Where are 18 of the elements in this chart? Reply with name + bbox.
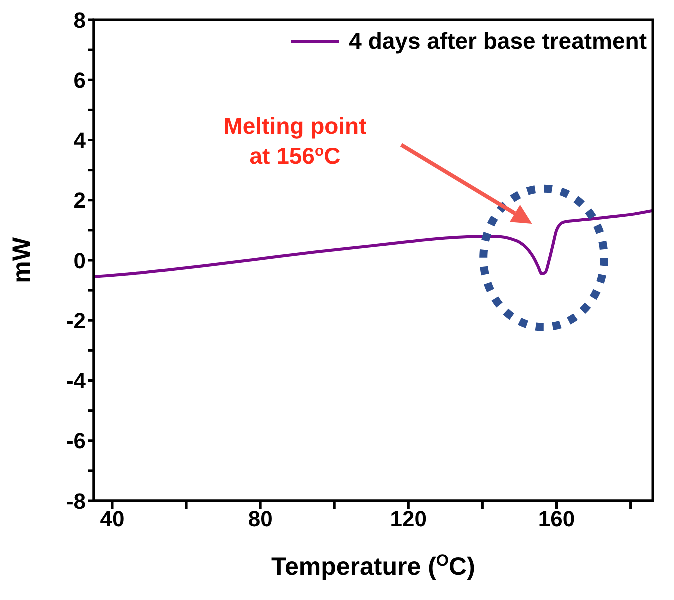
x-tick-label: 40 bbox=[100, 506, 125, 532]
y-tick-label: 2 bbox=[74, 188, 86, 214]
y-tick-label: 6 bbox=[74, 68, 86, 93]
line-series bbox=[94, 209, 653, 279]
x-tick-label: 120 bbox=[390, 506, 428, 532]
x-axis-title: Temperature ($^{O}$C) bbox=[272, 552, 476, 581]
y-tick-label: 0 bbox=[74, 248, 86, 274]
y-tick-label: -4 bbox=[66, 368, 87, 394]
annotation: Melting point at 156$^{o}$C bbox=[224, 112, 368, 169]
y-tick-label: -8 bbox=[66, 488, 86, 514]
x-tick-label: 160 bbox=[538, 506, 576, 532]
y-tick-label: -2 bbox=[66, 308, 86, 334]
x-tick-label: 80 bbox=[248, 506, 273, 532]
y-tick-label: 4 bbox=[74, 128, 87, 154]
legend-label: 4 days after base treatment bbox=[349, 28, 647, 55]
y-tick-label: 8 bbox=[74, 8, 86, 33]
y-axis-title: mW bbox=[8, 237, 36, 284]
y-tick-label: -6 bbox=[66, 428, 86, 454]
